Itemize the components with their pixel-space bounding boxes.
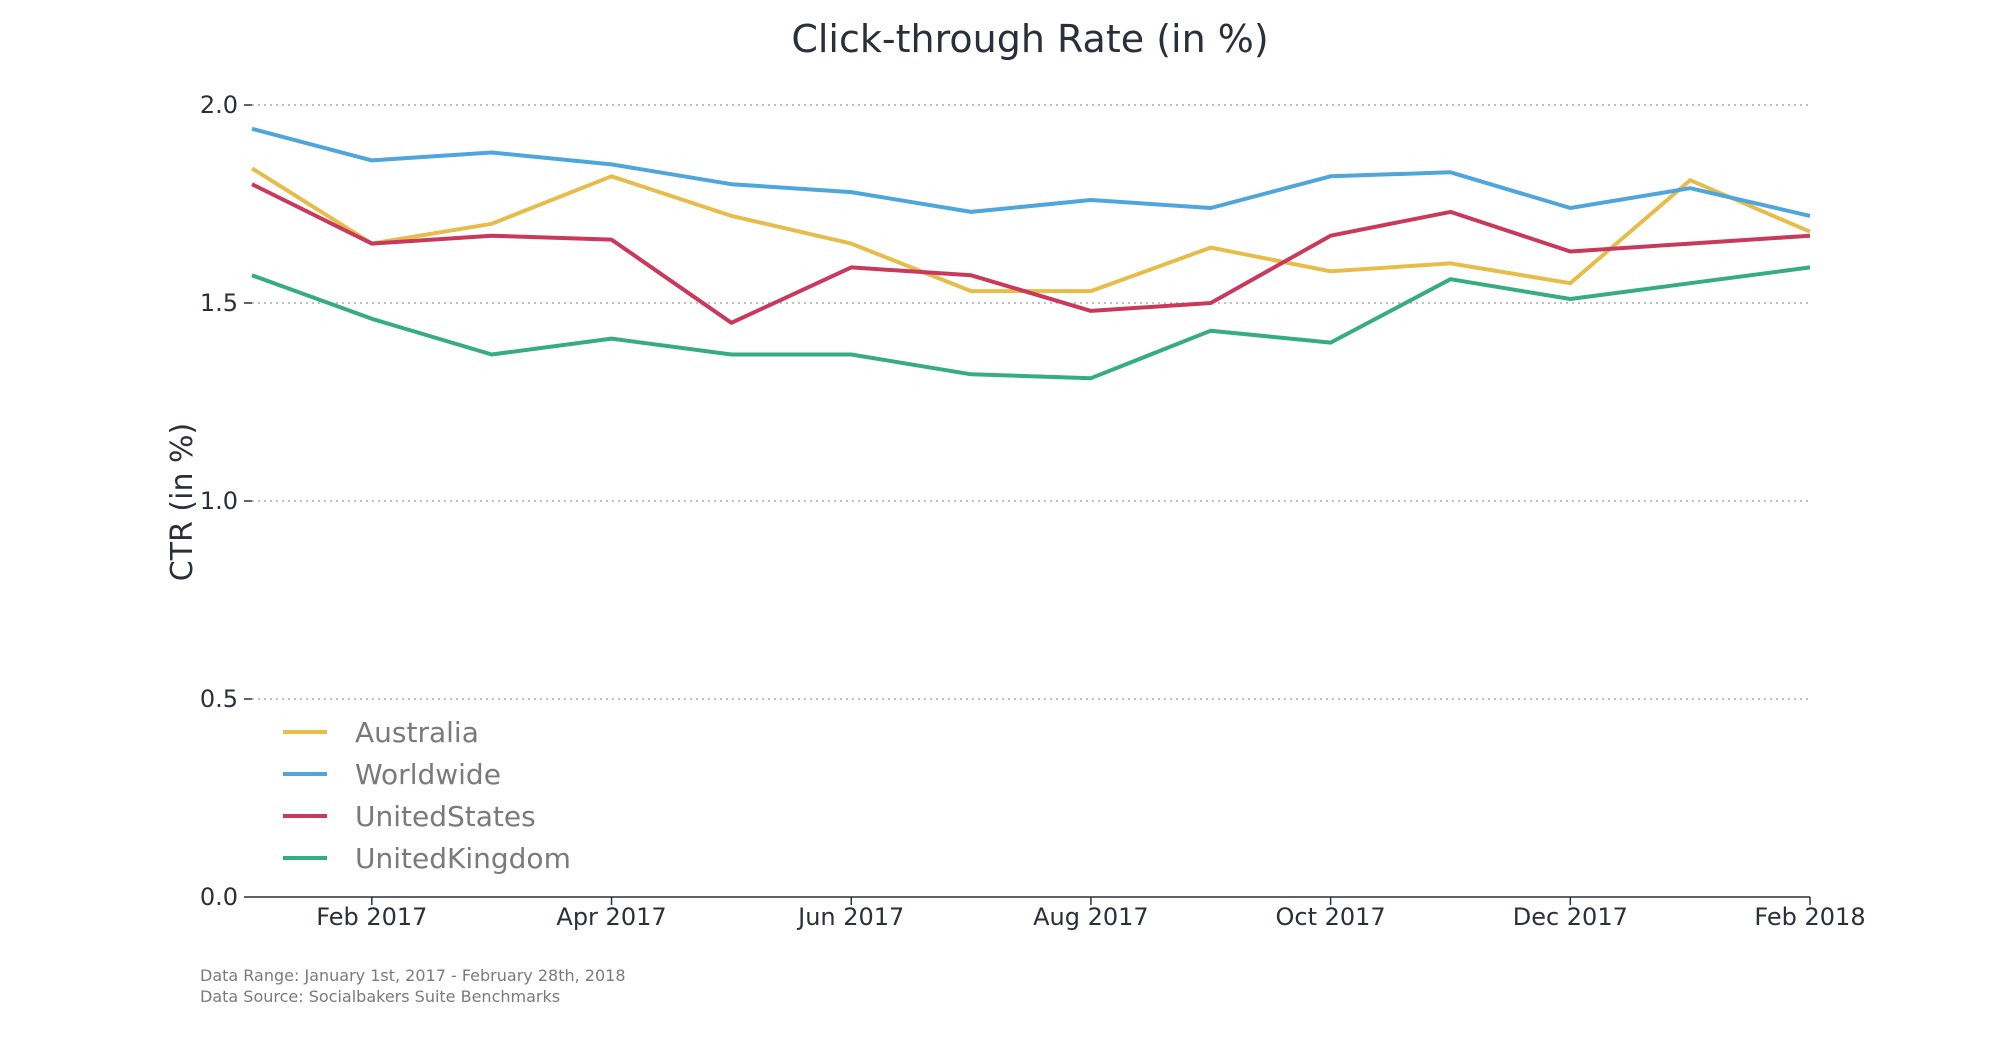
legend-label-unitedkingdom: UnitedKingdom	[355, 842, 571, 875]
gridlines	[252, 104, 1810, 700]
legend-label-australia: Australia	[355, 716, 479, 749]
y-axis-label: CTR (in %)	[165, 423, 200, 581]
y-tick-label: 1.5	[200, 289, 238, 317]
legend-label-unitedstates: UnitedStates	[355, 800, 536, 833]
x-tick-label: Aug 2017	[1033, 903, 1149, 931]
chart-title: Click-through Rate (in %)	[791, 17, 1268, 61]
series-line-unitedkingdom	[251, 265, 1811, 381]
x-tick-label: Oct 2017	[1276, 903, 1386, 931]
y-tick-label: 2.0	[200, 91, 238, 119]
series-line-australia	[250, 166, 1811, 294]
y-tick-label: 0.5	[200, 685, 238, 713]
x-tick-label: Feb 2017	[316, 903, 427, 931]
y-tick-label: 1.0	[200, 487, 238, 515]
series-lines	[250, 126, 1811, 381]
legend-label-worldwide: Worldwide	[355, 758, 501, 791]
x-tick-label: Feb 2018	[1754, 903, 1865, 931]
x-tick-label: Apr 2017	[556, 903, 666, 931]
series-line-worldwide	[251, 126, 1811, 218]
x-tick-label: Jun 2017	[796, 903, 904, 931]
data-range-note: Data Range: January 1st, 2017 - February…	[200, 966, 626, 985]
legend: Australia Worldwide UnitedStates UnitedKing…	[283, 716, 571, 875]
x-tick-label: Dec 2017	[1513, 903, 1628, 931]
y-tick-label: 0.0	[200, 883, 238, 911]
series-line-unitedstates	[251, 182, 1811, 325]
data-source-note: Data Source: Socialbakers Suite Benchmar…	[200, 987, 561, 1006]
axes: 0.0 0.5 1.0 1.5 2.0 Feb 2017 Apr 2017 Jun 2017 A…	[200, 91, 1866, 931]
